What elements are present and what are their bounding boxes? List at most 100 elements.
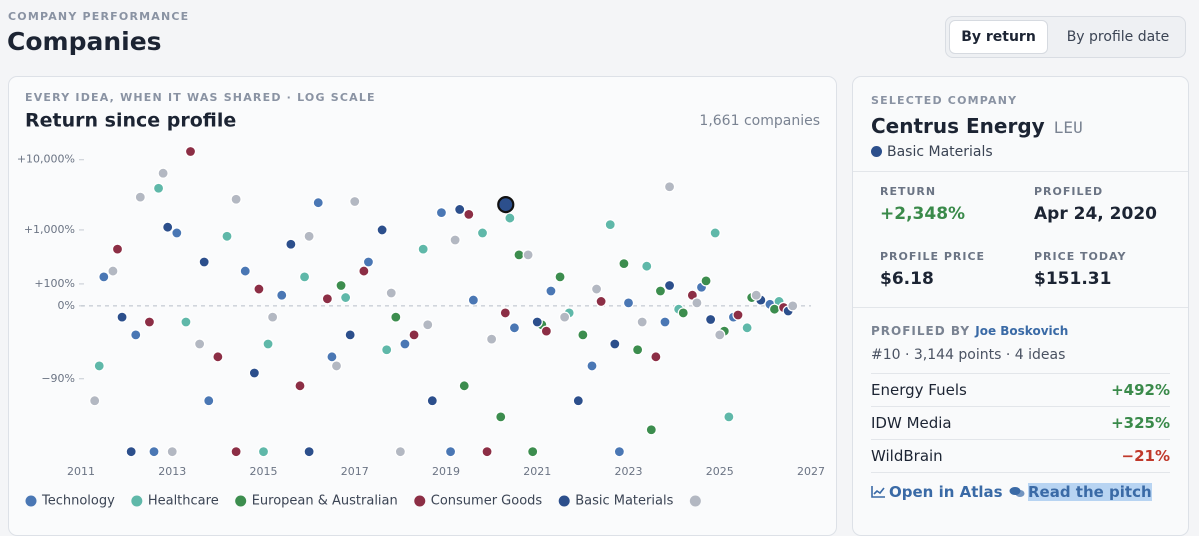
point bbox=[540, 325, 552, 337]
point bbox=[276, 289, 288, 301]
profiler-name[interactable]: Joe Boskovich bbox=[975, 324, 1069, 338]
point bbox=[709, 227, 721, 239]
idea-row[interactable]: IDW Media +325% bbox=[871, 406, 1170, 439]
point bbox=[527, 446, 539, 458]
point bbox=[248, 367, 260, 379]
point bbox=[677, 307, 689, 319]
legend-label: Technology bbox=[41, 494, 115, 509]
y-tick-label: +100% bbox=[34, 277, 75, 290]
point bbox=[435, 207, 448, 219]
tab[interactable]: By return bbox=[949, 20, 1048, 54]
legend-swatch bbox=[235, 495, 247, 507]
idea-row[interactable]: WildBrain −21% bbox=[871, 439, 1170, 472]
point bbox=[495, 411, 507, 423]
point bbox=[298, 271, 311, 283]
x-tick-label: 2023 bbox=[615, 465, 643, 478]
legend-swatch bbox=[689, 495, 701, 507]
legend-label: Consumer Goods bbox=[431, 494, 543, 509]
point bbox=[486, 333, 498, 345]
point bbox=[531, 316, 543, 328]
point bbox=[303, 446, 315, 458]
point bbox=[741, 322, 753, 334]
link-text: Read the pitch bbox=[1028, 483, 1152, 501]
page-title: Companies bbox=[7, 27, 162, 56]
point bbox=[93, 360, 105, 372]
point bbox=[358, 265, 370, 277]
point bbox=[645, 424, 657, 436]
link[interactable]: Open in Atlas bbox=[871, 483, 1003, 501]
point bbox=[654, 285, 667, 297]
stat: RETURN +2,348% bbox=[880, 185, 965, 224]
x-tick-label: 2017 bbox=[341, 465, 369, 478]
point bbox=[641, 260, 653, 272]
chart-icon bbox=[871, 486, 885, 498]
point bbox=[408, 329, 420, 341]
point bbox=[335, 279, 347, 292]
divider bbox=[871, 472, 1170, 473]
stat-value: Apr 24, 2020 bbox=[1034, 204, 1157, 224]
stat-value: +2,348% bbox=[880, 204, 966, 224]
sector: Basic Materials bbox=[871, 144, 993, 160]
point bbox=[545, 285, 557, 297]
profiled-by-label: PROFILED BY bbox=[871, 324, 971, 338]
profiler-stats: #10 · 3,144 points · 4 ideas bbox=[871, 347, 1066, 363]
point bbox=[362, 256, 375, 268]
page: COMPANY PERFORMANCE Companies By return … bbox=[7, 10, 1189, 536]
eyebrow: COMPANY PERFORMANCE bbox=[8, 10, 190, 23]
point bbox=[613, 446, 625, 458]
legend-swatch bbox=[414, 495, 426, 507]
point bbox=[504, 212, 516, 224]
tab-group: By return By profile date bbox=[945, 16, 1186, 58]
point bbox=[390, 311, 402, 323]
point bbox=[98, 271, 110, 283]
stat-label: PRICE TODAY bbox=[1034, 250, 1127, 263]
link[interactable]: Read the pitch bbox=[1009, 483, 1152, 501]
point bbox=[454, 203, 466, 216]
point bbox=[157, 167, 169, 179]
point bbox=[381, 344, 393, 356]
point bbox=[467, 294, 479, 306]
point bbox=[636, 316, 648, 328]
point bbox=[184, 145, 197, 158]
sector-name: Basic Materials bbox=[887, 144, 993, 160]
selected-point bbox=[497, 196, 515, 214]
tab[interactable]: By profile date bbox=[1066, 29, 1170, 45]
point bbox=[577, 329, 589, 341]
idea-name: IDW Media bbox=[871, 414, 952, 432]
point bbox=[89, 395, 101, 407]
point bbox=[385, 287, 397, 299]
point bbox=[422, 319, 434, 331]
point bbox=[650, 351, 662, 363]
point bbox=[481, 446, 493, 458]
point bbox=[253, 283, 265, 295]
point bbox=[399, 338, 411, 350]
y-tick-label: 0% bbox=[58, 299, 75, 312]
y-tick-label: +10,000% bbox=[17, 153, 75, 166]
point bbox=[285, 238, 297, 250]
point bbox=[294, 380, 306, 392]
point bbox=[230, 446, 242, 458]
point bbox=[426, 395, 438, 407]
idea-row[interactable]: Energy Fuels +492% bbox=[871, 373, 1170, 406]
x-tick-label: 2021 bbox=[523, 465, 551, 478]
stat-label: PROFILED bbox=[1034, 185, 1104, 198]
stat-value: $6.18 bbox=[880, 269, 934, 289]
x-tick-label: 2011 bbox=[67, 465, 95, 478]
detail-panel: SELECTED COMPANY Centrus Energy LEU Basi… bbox=[852, 76, 1189, 536]
point bbox=[116, 311, 128, 323]
point bbox=[143, 316, 156, 328]
divider bbox=[853, 171, 1188, 172]
point bbox=[700, 275, 712, 287]
point bbox=[221, 230, 233, 242]
point bbox=[330, 360, 343, 372]
stat-label: RETURN bbox=[880, 185, 937, 198]
point bbox=[262, 338, 274, 350]
point bbox=[691, 297, 703, 309]
point bbox=[198, 256, 210, 268]
point bbox=[444, 446, 457, 458]
idea-return: +325% bbox=[1111, 414, 1170, 432]
point bbox=[449, 234, 461, 246]
point bbox=[659, 316, 671, 328]
point bbox=[203, 395, 215, 407]
legend-swatch bbox=[131, 495, 143, 507]
